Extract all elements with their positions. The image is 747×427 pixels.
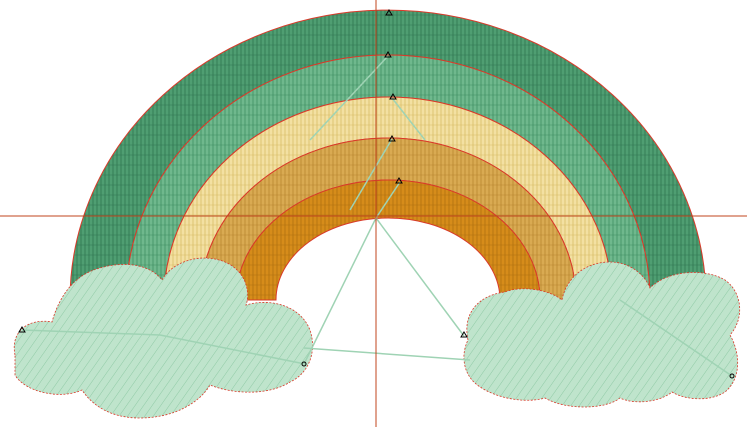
start-marker-triangle-icon[interactable] (460, 331, 468, 338)
travel-line (309, 55, 389, 141)
cloud-right[interactable] (463, 261, 741, 408)
start-marker-triangle-icon[interactable] (385, 9, 393, 16)
travel-line (21, 329, 161, 336)
start-marker-triangle-icon[interactable] (388, 135, 396, 142)
start-marker-triangle-icon[interactable] (18, 326, 26, 333)
stitch-markers[interactable] (18, 9, 735, 379)
cloud-right-shape[interactable] (463, 261, 741, 408)
rainbow[interactable] (69, 9, 707, 301)
travel-line (619, 299, 733, 377)
cloud-left-shape[interactable] (13, 257, 313, 419)
travel-line (159, 334, 306, 365)
rainbow-band-inner[interactable] (235, 179, 541, 301)
cloud-left[interactable] (13, 257, 313, 419)
start-marker-triangle-icon[interactable] (389, 93, 397, 100)
travel-line (375, 217, 465, 337)
travel-line (303, 217, 377, 365)
travel-line (391, 97, 426, 141)
end-marker-circle-icon[interactable] (301, 361, 307, 367)
start-marker-triangle-icon[interactable] (384, 51, 392, 58)
travel-line (349, 138, 393, 211)
travel-paths (21, 55, 733, 377)
travel-line (303, 347, 471, 361)
start-marker-triangle-icon[interactable] (395, 177, 403, 184)
travel-line (375, 181, 401, 219)
end-marker-circle-icon[interactable] (729, 373, 735, 379)
